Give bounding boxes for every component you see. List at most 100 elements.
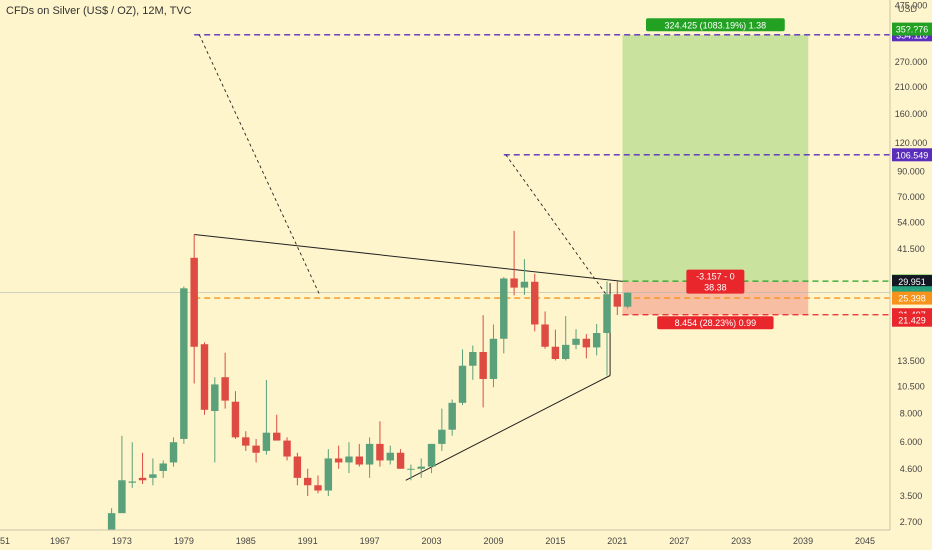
price-tag-text: 21.429 (898, 316, 926, 326)
price-tag-text: 106.549 (896, 150, 929, 160)
candle-2006[interactable] (458, 349, 467, 406)
candlestick-series[interactable] (107, 230, 632, 543)
stop-label-bg (657, 316, 774, 330)
candle-1983[interactable] (221, 352, 229, 409)
price-tag-text: 35?.?76 (896, 25, 929, 35)
candle-body (211, 384, 219, 412)
candle-body (169, 442, 178, 463)
candle-2013[interactable] (531, 273, 539, 332)
candle-body (324, 458, 333, 491)
candle-body (221, 377, 229, 401)
price-tag-8[interactable]: 21.429 (892, 313, 932, 327)
candle-1978[interactable] (169, 437, 178, 467)
trendline-4[interactable] (505, 154, 608, 296)
profit-zone[interactable] (622, 34, 809, 282)
candle-2001[interactable] (407, 464, 415, 481)
candle-body (200, 344, 209, 410)
candle-2007[interactable] (469, 345, 477, 380)
trendline-1[interactable] (405, 375, 611, 481)
candle-2009[interactable] (489, 324, 498, 388)
candle-2014[interactable] (541, 311, 549, 349)
chart-title: CFDs on Silver (US$ / OZ), 12M, TVC (6, 5, 192, 17)
price-axis[interactable]: 475.000360.000270.000210.000160.000120.0… (889, 0, 932, 550)
candle-1980[interactable] (190, 234, 198, 384)
candle-1993[interactable] (324, 449, 333, 497)
candle-1976[interactable] (149, 458, 157, 486)
candle-2002[interactable] (417, 458, 425, 478)
x-tick-label-7: 2003 (422, 536, 442, 546)
candle-1992[interactable] (314, 475, 322, 494)
candle-2003[interactable] (427, 443, 436, 474)
candle-2017[interactable] (572, 329, 580, 350)
candle-2020[interactable] (603, 281, 611, 376)
candle-body (190, 257, 198, 347)
target-label-text: 324.425 (1083.19%) 1.38 (665, 20, 767, 30)
time-axis[interactable]: 51 1967 1973 1979 1985 1991 1997 2003 2009 2015 20… (0, 529, 890, 550)
y-tick-label-13: 6.000 (900, 437, 923, 447)
candle-body (531, 281, 539, 325)
candle-2016[interactable] (561, 316, 570, 361)
candle-1996[interactable] (355, 443, 364, 467)
candle-2018[interactable] (582, 334, 591, 359)
candle-2000[interactable] (396, 449, 405, 469)
candle-1990[interactable] (293, 452, 302, 486)
candle-body (386, 452, 394, 461)
x-tick-label-2: 1973 (112, 536, 132, 546)
candle-2010[interactable] (500, 277, 508, 354)
candle-2015[interactable] (551, 329, 560, 361)
x-tick-label-4: 1985 (236, 536, 256, 546)
target-label: 324.425 (1083.19%) 1.38 (645, 18, 785, 32)
candle-1986[interactable] (252, 438, 260, 463)
candle-1995[interactable] (345, 442, 353, 474)
candle-1985[interactable] (242, 431, 250, 451)
candle-1991[interactable] (303, 468, 312, 497)
candle-body (118, 480, 126, 514)
candle-2022[interactable] (623, 292, 632, 309)
candle-body (613, 294, 622, 307)
candle-2004[interactable] (438, 408, 446, 451)
candle-2021[interactable] (613, 281, 622, 316)
candle-body (541, 324, 549, 347)
price-tag-3[interactable]: 29.951 (892, 275, 932, 289)
candle-2011[interactable] (510, 230, 518, 296)
candle-2005[interactable] (448, 399, 456, 436)
trendline-3[interactable] (198, 34, 321, 296)
trendline-0[interactable] (194, 233, 623, 282)
candle-body (427, 443, 436, 467)
candle-body (396, 452, 405, 469)
entry-label-line-2: 38.38 (704, 283, 727, 293)
candle-body (479, 352, 487, 379)
candle-body (469, 352, 477, 366)
price-tag-text: 25.398 (898, 294, 926, 304)
candle-1989[interactable] (283, 437, 291, 461)
price-tag-9[interactable]: 35?.?76 (892, 22, 932, 36)
candle-1974[interactable] (128, 442, 136, 488)
price-tag-6[interactable]: 25.398 (892, 291, 932, 305)
price-tag-1[interactable]: 106.549 (892, 148, 932, 162)
candle-2008[interactable] (479, 315, 487, 408)
candle-1987[interactable] (262, 379, 271, 455)
candle-1977[interactable] (159, 460, 167, 478)
candle-1999[interactable] (386, 445, 394, 465)
candle-1994[interactable] (334, 445, 343, 469)
candle-1979[interactable] (180, 286, 188, 444)
candle-1982[interactable] (211, 377, 219, 463)
candle-body (500, 278, 508, 339)
candle-1988[interactable] (273, 414, 281, 441)
candle-2012[interactable] (520, 259, 529, 295)
candle-1998[interactable] (376, 421, 384, 467)
candle-1973[interactable] (118, 435, 126, 514)
y-tick-label-8: 54.000 (897, 218, 925, 228)
candle-1984[interactable] (231, 391, 240, 439)
stop-label: 8.454 (28.23%) 0.99 (657, 316, 774, 330)
candle-body (603, 294, 611, 334)
candle-body (510, 278, 518, 288)
candle-1981[interactable] (200, 342, 209, 415)
candle-body (572, 338, 580, 345)
price-tag-bg (892, 148, 932, 162)
candle-2019[interactable] (592, 323, 601, 356)
candle-1975[interactable] (138, 452, 147, 484)
candle-1997[interactable] (365, 437, 374, 478)
